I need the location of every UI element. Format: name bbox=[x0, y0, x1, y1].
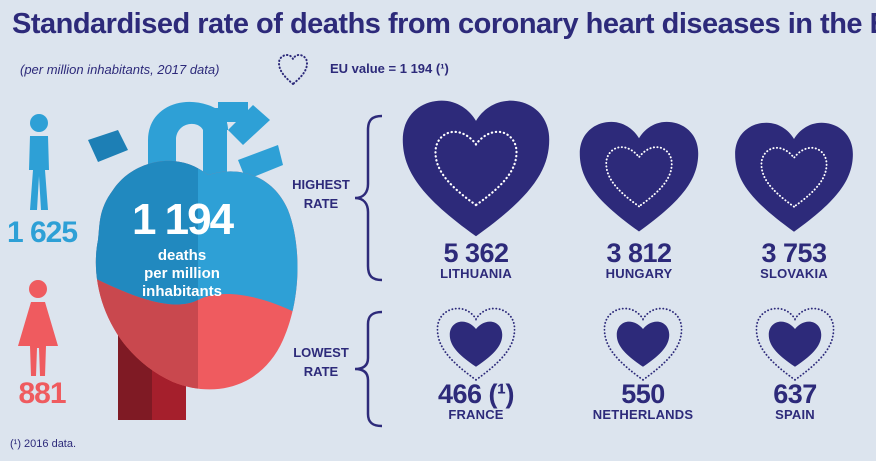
highest-rate-label: HIGHEST RATE bbox=[286, 176, 356, 214]
netherlands-heart-icon bbox=[603, 307, 683, 381]
slovakia-name: SLOVAKIA bbox=[760, 266, 828, 281]
lowest-label-line-2: RATE bbox=[303, 363, 339, 379]
female-figure-icon bbox=[18, 280, 58, 376]
france-name: FRANCE bbox=[448, 407, 504, 422]
lithuania-heart-icon bbox=[402, 100, 550, 237]
spain-heart-icon bbox=[755, 307, 835, 381]
anatomical-heart-icon bbox=[88, 101, 298, 420]
hungary-heart-icon bbox=[579, 121, 699, 232]
netherlands-name: NETHERLANDS bbox=[592, 407, 694, 422]
subtitle: (per million inhabitants, 2017 data) bbox=[20, 62, 220, 77]
eu-rate-value: 1 194 bbox=[131, 195, 234, 244]
france-heart-icon bbox=[436, 307, 516, 381]
male-rate-value: 1 625 bbox=[6, 216, 78, 249]
hungary-name: HUNGARY bbox=[605, 266, 673, 281]
eu-caption-line-3: inhabitants bbox=[141, 283, 222, 300]
netherlands-value: 550 bbox=[621, 379, 665, 409]
spain-name: SPAIN bbox=[775, 407, 815, 422]
lowest-rate-label: LOWEST RATE bbox=[286, 344, 356, 382]
female-rate-value: 881 bbox=[18, 377, 66, 410]
page-title: Standardised rate of deaths from coronar… bbox=[12, 8, 876, 40]
france-value: 466 (¹) bbox=[437, 379, 515, 409]
slovakia-value: 3 753 bbox=[761, 238, 827, 268]
slovakia-heart-icon bbox=[735, 122, 853, 232]
footnote: (¹) 2016 data. bbox=[10, 438, 77, 450]
eu-rate-caption: deaths per million inhabitants bbox=[112, 247, 252, 301]
eu-value-heart-icon bbox=[277, 53, 309, 86]
spain-value: 637 bbox=[773, 379, 817, 409]
highest-label-line-2: RATE bbox=[303, 195, 339, 211]
male-figure-icon bbox=[29, 114, 49, 210]
highest-brace bbox=[354, 114, 383, 282]
lithuania-value: 5 362 bbox=[443, 238, 509, 268]
lithuania-name: LITHUANIA bbox=[440, 266, 512, 281]
eu-value-legend: EU value = 1 194 (¹) bbox=[330, 61, 449, 76]
eu-caption-line-1: deaths bbox=[157, 247, 207, 264]
hungary-value: 3 812 bbox=[606, 238, 672, 268]
lowest-brace bbox=[354, 310, 383, 428]
highest-label-line-1: HIGHEST bbox=[292, 177, 350, 192]
eu-caption-line-2: per million bbox=[144, 265, 220, 282]
lowest-label-line-1: LOWEST bbox=[293, 345, 349, 360]
